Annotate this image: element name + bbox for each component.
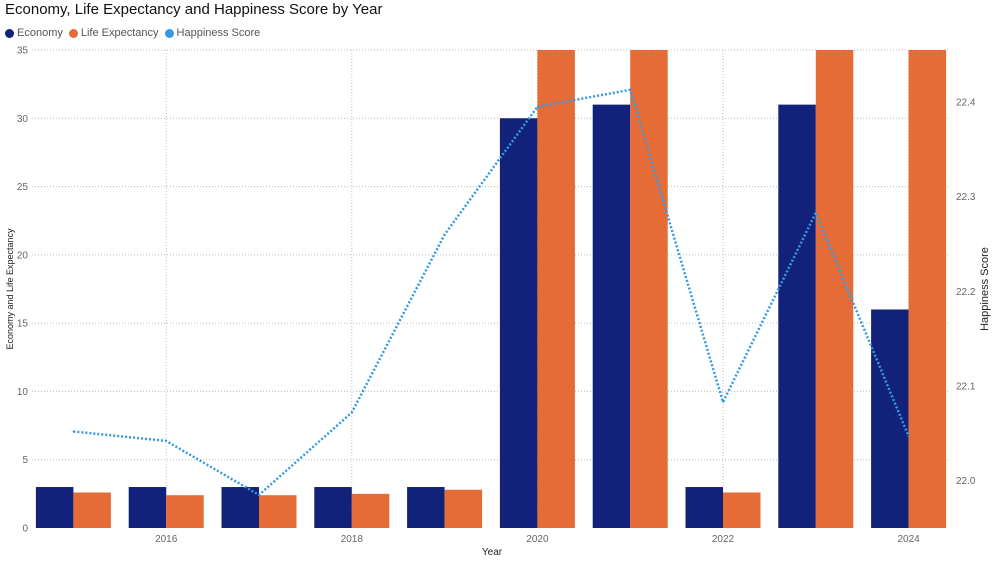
- happiness-score-point: [536, 105, 539, 108]
- legend-item-life-expectancy[interactable]: Life Expectancy: [68, 27, 159, 39]
- happiness-score-point: [443, 233, 446, 236]
- happiness-score-point: [722, 401, 724, 403]
- x-tick-label: 2024: [897, 534, 920, 545]
- bar-economy: [35, 487, 74, 528]
- legend-marker-economy: [5, 28, 14, 38]
- y2-tick-label: 22.4: [956, 98, 976, 109]
- x-tick-label: 2020: [526, 534, 549, 545]
- bar-economy: [499, 118, 538, 529]
- y-tick-label: 30: [17, 114, 29, 125]
- legend-marker-happiness-score: [164, 28, 174, 38]
- y-tick-label: 10: [17, 387, 29, 398]
- legend-label-economy: Economy: [17, 27, 63, 39]
- bar-economy: [592, 104, 631, 528]
- happiness-score-point: [907, 435, 910, 437]
- y2-tick-label: 22.1: [956, 382, 976, 393]
- happiness-line-layer: [72, 88, 910, 497]
- bar-life-expectancy: [259, 495, 297, 528]
- legend-label-happiness-score: Happiness Score: [176, 27, 261, 39]
- x-tick-label: 2022: [712, 534, 735, 545]
- bar-economy: [685, 487, 723, 528]
- y-tick-label: 20: [17, 250, 29, 261]
- legend-marker-life-expectancy: [68, 28, 78, 38]
- y-tick-label: 25: [17, 182, 29, 193]
- happiness-score-line: [73, 88, 910, 497]
- y-tick-label: 15: [17, 319, 29, 330]
- bar-life-expectancy: [723, 492, 761, 528]
- bar-life-expectancy: [537, 50, 575, 528]
- y2-tick-label: 22.3: [956, 192, 976, 203]
- y-tick-label: 35: [17, 46, 29, 57]
- bar-economy: [778, 104, 816, 528]
- bar-life-expectancy: [73, 492, 111, 528]
- x-tick-label: 2016: [155, 534, 178, 545]
- bar-economy: [407, 487, 445, 528]
- y-axis-title: Economy and Life Expectancy: [5, 228, 15, 350]
- tick-labels: 0 5 10 15 20 25 30 35 2016 2018 2020 2022 2024 22.0 22…: [17, 46, 976, 546]
- bar-life-expectancy: [444, 489, 483, 528]
- y-tick-label: 5: [22, 455, 28, 466]
- bars: [35, 50, 947, 529]
- bar-economy: [128, 487, 167, 528]
- legend-label-life-expectancy: Life Expectancy: [80, 27, 159, 39]
- y2-tick-label: 22.2: [956, 287, 976, 298]
- bar-life-expectancy: [908, 50, 947, 528]
- bar-life-expectancy: [351, 493, 390, 528]
- happiness-score-point: [72, 430, 75, 433]
- legend-item-economy[interactable]: Economy: [5, 27, 63, 39]
- happiness-score-point: [815, 212, 817, 214]
- happiness-score-point: [351, 411, 353, 414]
- bar-life-expectancy: [166, 495, 204, 528]
- y-tick-label: 0: [22, 524, 28, 535]
- x-axis-title: Year: [482, 547, 503, 558]
- x-tick-label: 2018: [341, 534, 364, 545]
- y2-tick-label: 22.0: [956, 476, 976, 487]
- happiness-score-point: [165, 440, 167, 442]
- y2-axis-title: Happiness Score: [979, 247, 991, 331]
- bar-economy: [871, 309, 909, 528]
- bar-economy: [221, 487, 259, 528]
- chart-legend[interactable]: Economy Life Expectancy Happiness Score: [5, 25, 266, 41]
- happiness-score-point: [258, 494, 260, 496]
- bar-life-expectancy: [630, 50, 668, 528]
- chart-title: Economy, Life Expectancy and Happiness S…: [5, 1, 383, 18]
- legend-item-happiness-score[interactable]: Happiness Score: [164, 27, 261, 39]
- bar-economy: [314, 487, 352, 528]
- happiness-score-point: [629, 88, 631, 91]
